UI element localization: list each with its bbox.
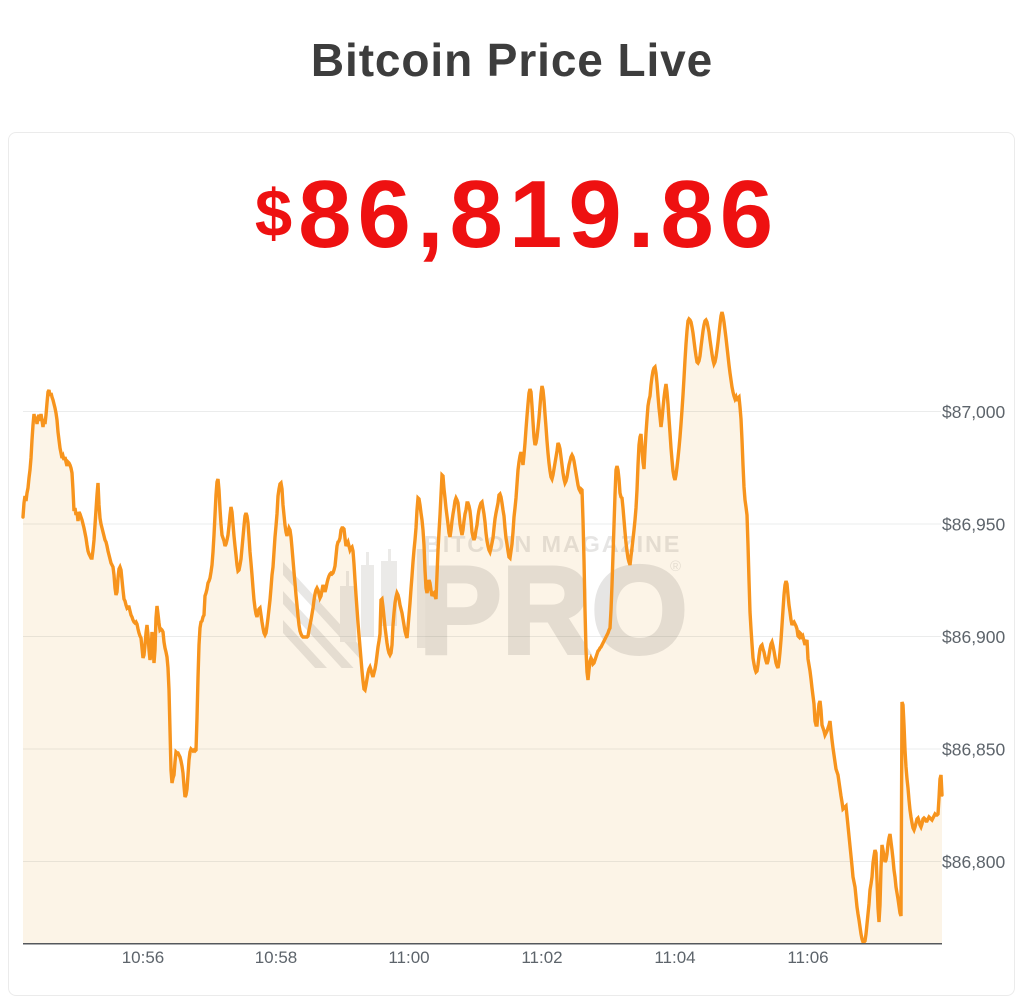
svg-text:BITCOIN MAGAZINE: BITCOIN MAGAZINE bbox=[424, 531, 681, 557]
svg-text:11:00: 11:00 bbox=[388, 948, 429, 967]
svg-text:$86,800: $86,800 bbox=[942, 852, 1006, 872]
svg-text:®: ® bbox=[670, 558, 681, 575]
svg-text:11:02: 11:02 bbox=[521, 948, 562, 967]
svg-text:PRO: PRO bbox=[419, 542, 688, 680]
svg-text:$86,900: $86,900 bbox=[942, 627, 1006, 647]
svg-text:10:56: 10:56 bbox=[122, 948, 165, 967]
svg-text:$86,950: $86,950 bbox=[942, 515, 1006, 535]
svg-text:11:06: 11:06 bbox=[787, 948, 828, 967]
svg-text:11:04: 11:04 bbox=[654, 948, 695, 967]
svg-text:$86,850: $86,850 bbox=[942, 740, 1006, 760]
svg-text:$87,000: $87,000 bbox=[942, 402, 1006, 422]
svg-text:10:58: 10:58 bbox=[255, 948, 298, 967]
